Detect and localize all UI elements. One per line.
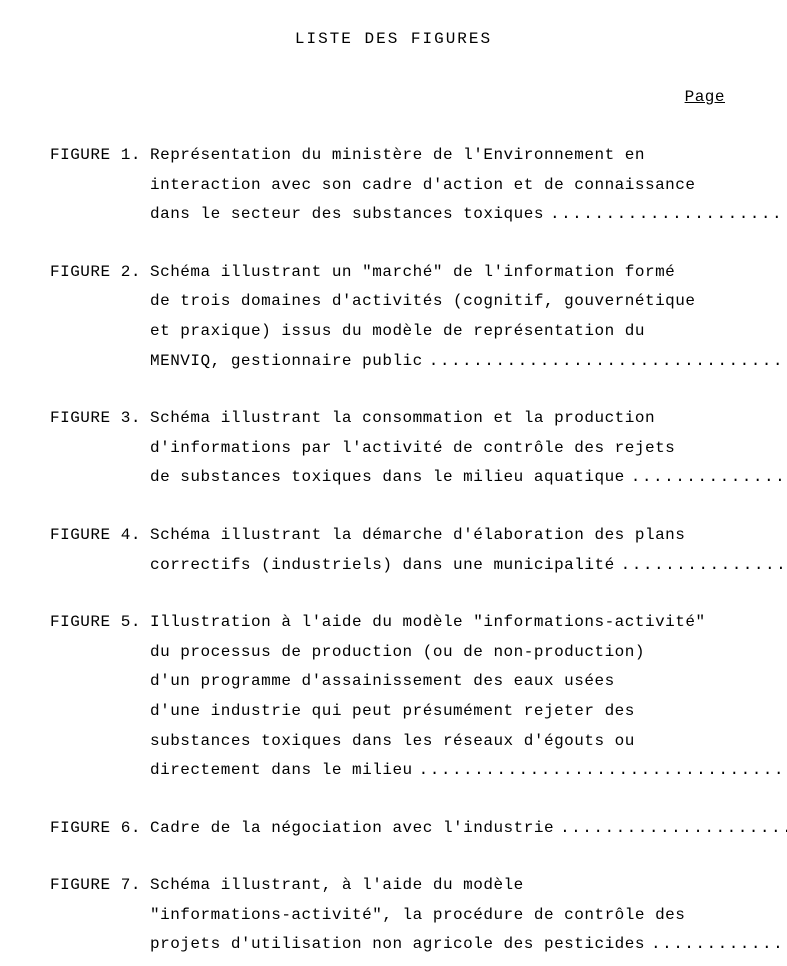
figure-label: FIGURE 2.: [50, 258, 150, 288]
figure-label: FIGURE 1.: [50, 141, 150, 171]
page-title: LISTE DES FIGURES: [50, 30, 737, 48]
leader-dots: [550, 200, 787, 230]
figure-list: FIGURE 1.Représentation du ministère de …: [50, 141, 737, 960]
figure-last-line: projets d'utilisation non agricole des p…: [150, 930, 787, 960]
figure-label: FIGURE 4.: [50, 521, 150, 551]
figure-entry: FIGURE 5.Illustration à l'aide du modèle…: [50, 608, 737, 786]
figure-description-line: et praxique) issus du modèle de représen…: [150, 317, 787, 347]
page-container: LISTE DES FIGURES Page FIGURE 1.Représen…: [0, 0, 787, 966]
figure-description-line: "informations-activité", la procédure de…: [150, 901, 787, 931]
figure-description-line: d'informations par l'activité de contrôl…: [150, 434, 787, 464]
figure-description-line: d'une industrie qui peut présumément rej…: [150, 697, 787, 727]
figure-description-line: d'un programme d'assainissement des eaux…: [150, 667, 787, 697]
figure-entry: FIGURE 4.Schéma illustrant la démarche d…: [50, 521, 737, 580]
figure-last-text: MENVIQ, gestionnaire public: [150, 347, 423, 377]
figure-description-line: du processus de production (ou de non-pr…: [150, 638, 787, 668]
figure-description-line: substances toxiques dans les réseaux d'é…: [150, 727, 787, 757]
figure-description-line: Schéma illustrant la démarche d'élaborat…: [150, 521, 787, 551]
figure-description-line: Schéma illustrant la consommation et la …: [150, 404, 787, 434]
leader-dots: [631, 463, 787, 493]
figure-label: FIGURE 3.: [50, 404, 150, 434]
figure-last-text: de substances toxiques dans le milieu aq…: [150, 463, 625, 493]
figure-description: Schéma illustrant, à l'aide du modèle"in…: [150, 871, 787, 960]
figure-description: Cadre de la négociation avec l'industrie…: [150, 814, 787, 844]
figure-last-text: dans le secteur des substances toxiques: [150, 200, 544, 230]
leader-dots: [429, 347, 787, 377]
figure-last-line: directement dans le milieu 53: [150, 756, 787, 786]
figure-entry: FIGURE 2.Schéma illustrant un "marché" d…: [50, 258, 737, 376]
page-column-label: Page: [685, 88, 725, 106]
figure-entry: FIGURE 6.Cadre de la négociation avec l'…: [50, 814, 737, 844]
figure-entry: FIGURE 1.Représentation du ministère de …: [50, 141, 737, 230]
leader-dots: [651, 930, 787, 960]
figure-description-line: interaction avec son cadre d'action et d…: [150, 171, 787, 201]
figure-last-line: MENVIQ, gestionnaire public 42: [150, 347, 787, 377]
figure-description: Schéma illustrant un "marché" de l'infor…: [150, 258, 787, 376]
page-column-header: Page: [50, 88, 737, 106]
figure-description-line: Illustration à l'aide du modèle "informa…: [150, 608, 787, 638]
figure-label: FIGURE 5.: [50, 608, 150, 638]
figure-last-text: correctifs (industriels) dans une munici…: [150, 551, 615, 581]
leader-dots: [419, 756, 787, 786]
figure-last-line: dans le secteur des substances toxiques …: [150, 200, 787, 230]
figure-description: Schéma illustrant la démarche d'élaborat…: [150, 521, 787, 580]
figure-last-text: directement dans le milieu: [150, 756, 413, 786]
figure-label: FIGURE 7.: [50, 871, 150, 901]
figure-description: Représentation du ministère de l'Environ…: [150, 141, 787, 230]
figure-description: Schéma illustrant la consommation et la …: [150, 404, 787, 493]
figure-description: Illustration à l'aide du modèle "informa…: [150, 608, 787, 786]
figure-description-line: Représentation du ministère de l'Environ…: [150, 141, 787, 171]
leader-dots: [560, 814, 787, 844]
figure-last-text: Cadre de la négociation avec l'industrie: [150, 814, 554, 844]
figure-description-line: de trois domaines d'activités (cognitif,…: [150, 287, 787, 317]
figure-description-line: Schéma illustrant, à l'aide du modèle: [150, 871, 787, 901]
figure-last-text: projets d'utilisation non agricole des p…: [150, 930, 645, 960]
figure-entry: FIGURE 7.Schéma illustrant, à l'aide du …: [50, 871, 737, 960]
figure-last-line: Cadre de la négociation avec l'industrie…: [150, 814, 787, 844]
figure-entry: FIGURE 3.Schéma illustrant la consommati…: [50, 404, 737, 493]
leader-dots: [621, 551, 787, 581]
figure-last-line: correctifs (industriels) dans une munici…: [150, 551, 787, 581]
figure-last-line: de substances toxiques dans le milieu aq…: [150, 463, 787, 493]
figure-description-line: Schéma illustrant un "marché" de l'infor…: [150, 258, 787, 288]
figure-label: FIGURE 6.: [50, 814, 150, 844]
